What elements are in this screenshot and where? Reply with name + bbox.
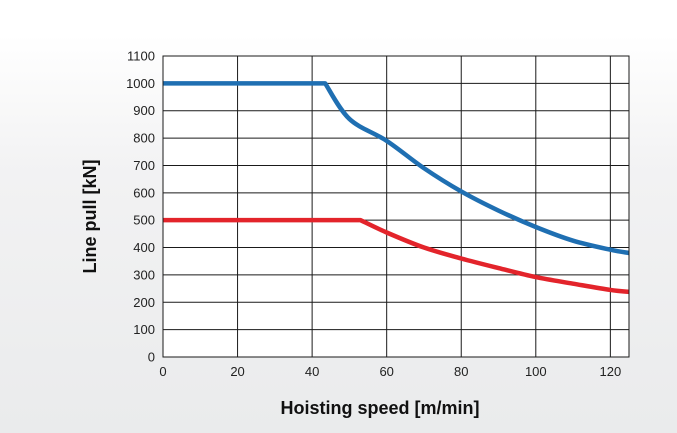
plot-frame [162, 55, 630, 358]
y-tick-labels: 0 100 200 300 400 500 600 700 800 900 1000 1100 [126, 49, 155, 365]
x-tick-label: 80 [454, 364, 468, 379]
y-tick-label: 900 [133, 103, 155, 118]
x-tick-label: 0 [159, 364, 166, 379]
x-axis-title: Hoisting speed [m/min] [280, 398, 479, 418]
x-tick-label: 60 [379, 364, 393, 379]
x-tick-label: 100 [525, 364, 547, 379]
y-tick-label: 800 [133, 131, 155, 146]
x-tick-label: 40 [305, 364, 319, 379]
grid-lines [162, 55, 629, 358]
plot-area [163, 56, 629, 357]
y-tick-label: 400 [133, 240, 155, 255]
y-tick-label: 300 [133, 267, 155, 282]
y-tick-label: 1000 [126, 76, 155, 91]
x-tick-label: 20 [230, 364, 244, 379]
y-tick-label: 600 [133, 185, 155, 200]
y-tick-label: 200 [133, 295, 155, 310]
series-lines [163, 81, 630, 295]
y-tick-label: 500 [133, 213, 155, 228]
x-tick-labels: 0 20 40 60 80 100 120 [159, 364, 621, 379]
series-line-1 [163, 81, 630, 256]
y-tick-label: 0 [148, 350, 155, 365]
series-line-2 [163, 217, 630, 295]
x-tick-label: 120 [600, 364, 622, 379]
y-tick-label: 1100 [127, 49, 155, 64]
y-tick-label: 100 [133, 322, 155, 337]
y-axis-title: Line pull [kN] [80, 160, 100, 274]
y-tick-label: 700 [133, 158, 155, 173]
